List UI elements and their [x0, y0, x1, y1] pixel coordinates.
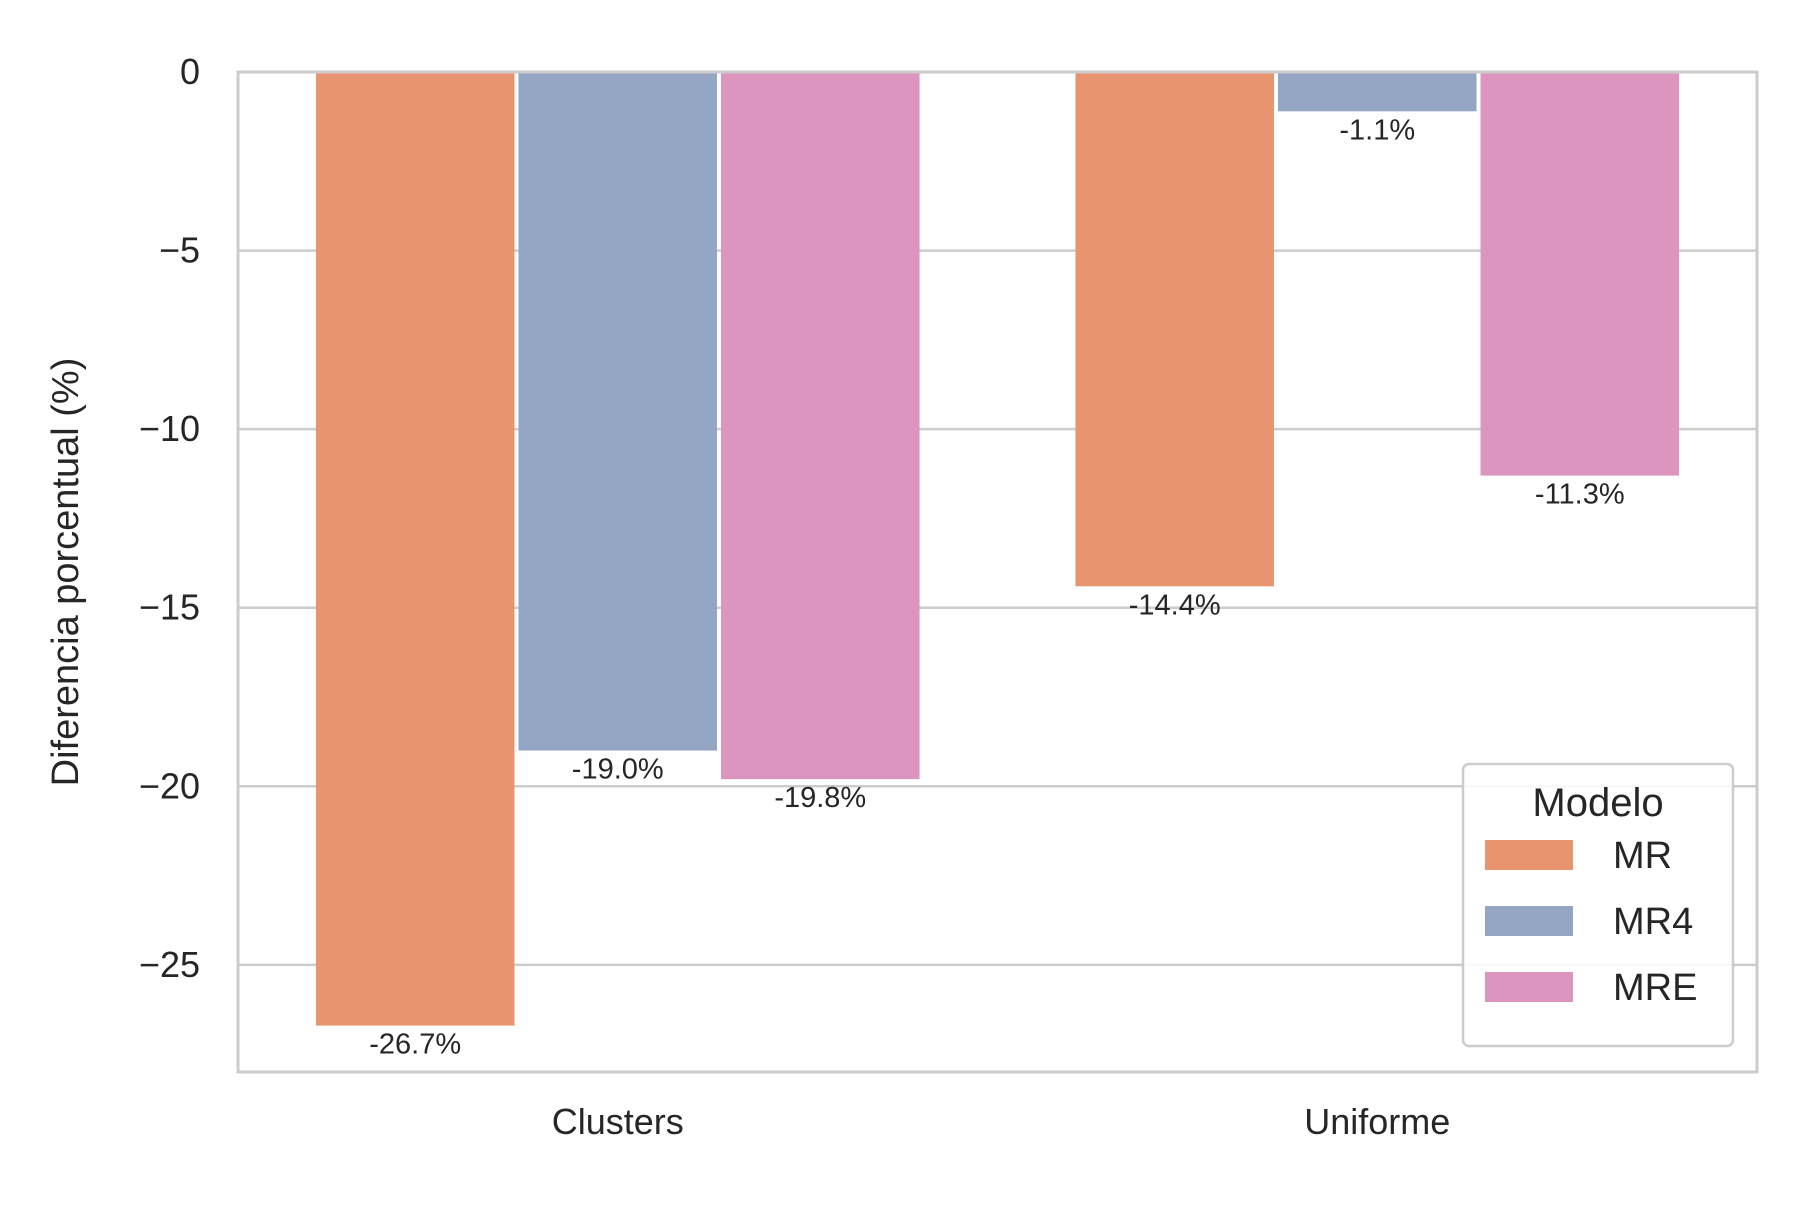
bar-mre-clusters [721, 72, 920, 780]
bar-mre-uniforme [1480, 72, 1680, 476]
bars [315, 72, 1680, 1026]
bar-mr-uniforme [1075, 72, 1274, 587]
x-axis-ticks: Clusters Uniforme [552, 1101, 1451, 1142]
plot-frame [236, 70, 1759, 1074]
legend-label-mre: MRE [1613, 967, 1697, 1009]
y-tick-label: −10 [139, 408, 200, 449]
legend-label-mr4: MR4 [1613, 901, 1693, 943]
legend-label-mr: MR [1613, 835, 1672, 877]
bar-value-label: -26.7% [369, 1029, 461, 1061]
bar-value-label: -11.3% [1535, 479, 1625, 511]
y-tick-label: −5 [159, 230, 200, 271]
y-tick-label: −25 [139, 944, 200, 985]
y-axis-ticks: 0 −5 −10 −15 −20 −25 [139, 51, 200, 985]
legend-swatch-mre [1485, 972, 1573, 1002]
bar-mr-clusters [315, 72, 515, 1026]
bar-value-label: -19.0% [572, 754, 664, 786]
y-axis-title: Diferencia porcentual (%) [45, 358, 87, 787]
bar-mr4-clusters [518, 72, 718, 751]
x-tick-label: Clusters [552, 1101, 684, 1142]
bar-value-label: -14.4% [1129, 589, 1221, 621]
y-tick-label: −20 [139, 765, 200, 806]
bar-labels: -26.7% -19.0% -19.8% -14.4% -1.1% -11.3% [369, 114, 1624, 1060]
legend: Modelo MR MR4 MRE [1461, 762, 1735, 1048]
legend-swatch-mr [1485, 840, 1573, 870]
x-tick-label: Uniforme [1304, 1101, 1450, 1142]
bar-value-label: -19.8% [774, 782, 866, 814]
y-tick-label: −15 [139, 587, 200, 628]
bar-mr4-uniforme [1277, 72, 1477, 112]
legend-swatch-mr4 [1485, 906, 1573, 936]
bar-value-label: -1.1% [1339, 114, 1415, 146]
legend-title: Modelo [1532, 781, 1663, 825]
y-tick-label: 0 [180, 51, 200, 92]
